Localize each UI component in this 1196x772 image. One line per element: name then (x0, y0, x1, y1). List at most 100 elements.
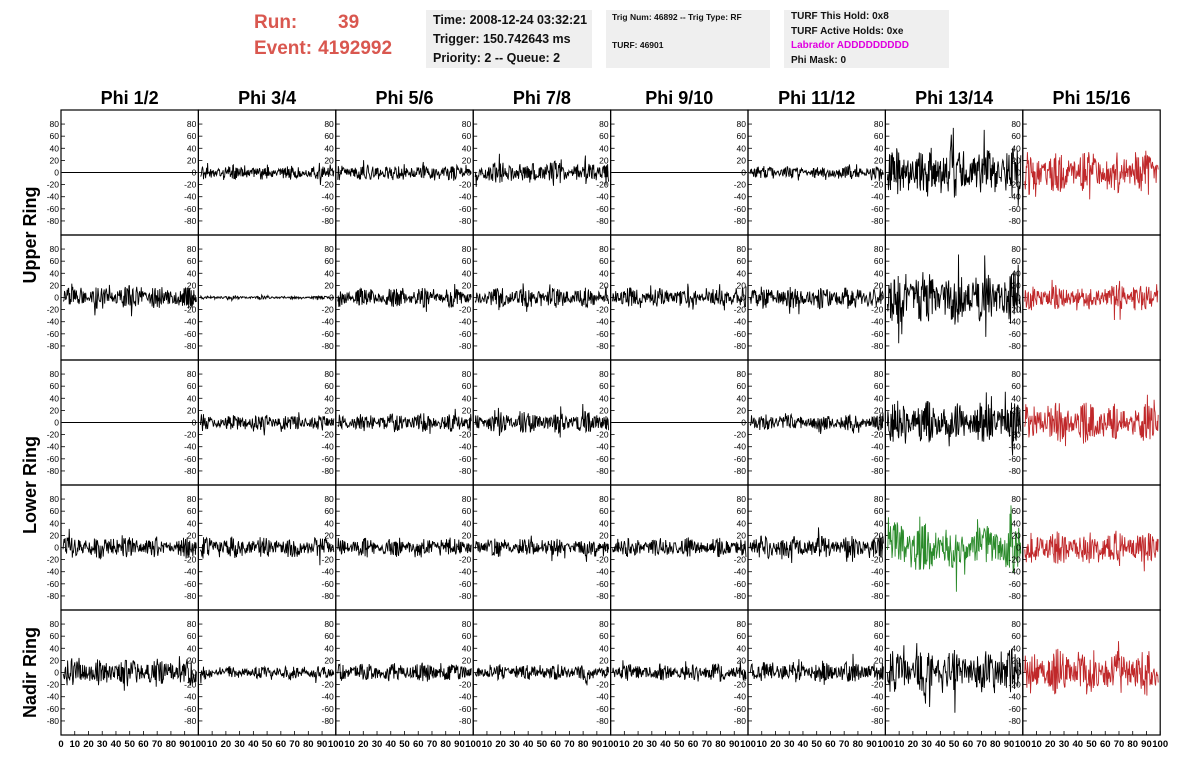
y-tick-label: -20 (734, 305, 747, 315)
y-tick-label: -60 (47, 204, 60, 214)
y-tick-label: 0 (466, 543, 471, 553)
y-tick-label: 40 (462, 518, 472, 528)
x-tick-label: 30 (921, 739, 932, 750)
y-tick-label: -20 (322, 180, 335, 190)
y-tick-label: -40 (734, 692, 747, 702)
waveform-trace (886, 643, 1022, 713)
x-tick-label: 40 (248, 739, 259, 750)
y-tick-label: -60 (871, 329, 884, 339)
y-tick-label: 20 (1011, 155, 1021, 165)
y-tick-label: 80 (324, 619, 334, 629)
y-tick-label: 40 (187, 143, 197, 153)
y-tick-label: 0 (879, 668, 884, 678)
y-tick-label: 80 (462, 619, 472, 629)
waveform-panel: 80 60 40 20 0 -20 -40 -60 -80 (47, 234, 199, 361)
y-tick-label: 20 (324, 530, 334, 540)
y-tick-label: -20 (459, 430, 472, 440)
waveform-trace (1024, 641, 1159, 696)
y-tick-label: -40 (184, 192, 197, 202)
waveform-trace (62, 283, 197, 317)
waveform-trace (62, 656, 197, 691)
waveform-panel: 80 60 40 20 0 -20 -40 -60 -80 (47, 109, 199, 236)
x-tick-label: 70 (152, 739, 163, 750)
waveform-panel: 80 60 40 20 0 -20 -40 -60 -80 (47, 609, 199, 736)
run-label: Run: (254, 12, 298, 33)
column-header: Phi 11/12 (778, 88, 855, 108)
y-tick-label: 40 (599, 518, 609, 528)
priority-text: Priority: 2 -- Queue: 2 (433, 51, 561, 65)
y-tick-label: 40 (50, 393, 60, 403)
x-tick-label: 10 (619, 739, 630, 750)
y-tick-label: -60 (459, 579, 472, 589)
y-tick-label: 20 (737, 155, 747, 165)
waveform-trace (1024, 279, 1159, 321)
y-tick-label: -40 (322, 317, 335, 327)
y-tick-label: 80 (599, 119, 609, 129)
y-tick-label: 20 (737, 405, 747, 415)
row-label: Upper Ring (20, 187, 40, 284)
y-tick-label: 0 (54, 543, 59, 553)
y-tick-label: 60 (462, 381, 472, 391)
y-tick-label: -20 (184, 180, 197, 190)
y-tick-label: -40 (47, 567, 60, 577)
y-tick-label: 60 (599, 381, 609, 391)
y-tick-label: -20 (322, 555, 335, 565)
y-tick-label: 20 (874, 655, 884, 665)
y-tick-label: -20 (1009, 180, 1022, 190)
y-tick-label: 20 (50, 530, 60, 540)
waveform-trace (474, 664, 610, 686)
y-tick-label: 0 (192, 293, 197, 303)
y-tick-label: 20 (462, 280, 472, 290)
y-tick-label: 20 (462, 405, 472, 415)
y-tick-label: 80 (187, 369, 197, 379)
y-tick-label: -80 (184, 716, 197, 726)
waveform-panel: 80 60 40 20 0 -20 -40 -60 -80 (734, 234, 886, 361)
y-tick-label: -80 (596, 341, 609, 351)
y-tick-label: 0 (466, 293, 471, 303)
waveform-trace (199, 412, 335, 436)
y-tick-label: -20 (596, 430, 609, 440)
y-tick-label: 20 (1011, 280, 1021, 290)
waveform-trace (474, 153, 610, 187)
y-tick-label: -80 (596, 716, 609, 726)
y-tick-label: 80 (599, 494, 609, 504)
waveform-trace (749, 527, 884, 564)
y-tick-label: -20 (184, 305, 197, 315)
x-tick-label: 80 (990, 739, 1001, 750)
run-value: 39 (338, 12, 360, 33)
y-tick-label: -20 (871, 555, 884, 565)
y-tick-label: 80 (462, 494, 472, 504)
y-tick-label: -80 (322, 591, 335, 601)
y-tick-label: -40 (1009, 692, 1022, 702)
y-tick-label: 40 (1011, 393, 1021, 403)
y-tick-label: -60 (734, 204, 747, 214)
waveform-panel: 80 60 40 20 0 -20 -40 -60 -80 (459, 234, 612, 361)
y-tick-label: -60 (322, 579, 335, 589)
y-tick-label: -40 (322, 692, 335, 702)
y-tick-label: -80 (322, 216, 335, 226)
x-tick-label: 20 (1045, 739, 1056, 750)
y-tick-label: -40 (871, 692, 884, 702)
y-tick-label: -40 (1009, 442, 1022, 452)
y-tick-label: 80 (50, 619, 60, 629)
x-tick-label: 70 (1114, 739, 1125, 750)
y-tick-label: -40 (459, 442, 472, 452)
y-tick-label: 0 (466, 668, 471, 678)
y-tick-label: 20 (324, 155, 334, 165)
y-tick-label: 0 (879, 168, 884, 178)
x-tick-label: 50 (949, 739, 960, 750)
y-tick-label: 20 (874, 530, 884, 540)
y-tick-label: 60 (50, 506, 60, 516)
y-tick-label: -20 (47, 180, 60, 190)
waveform-panel: 80 60 40 20 0 -20 -40 -60 -80 (459, 609, 612, 736)
y-tick-label: 20 (50, 155, 60, 165)
y-tick-label: -40 (871, 442, 884, 452)
x-tick-label: 10 (756, 739, 767, 750)
y-tick-label: 80 (874, 369, 884, 379)
row-label: Lower Ring (20, 436, 40, 534)
turf-num-text: TURF: 46901 (612, 40, 664, 50)
x-tick-label: 90 (1141, 739, 1152, 750)
y-tick-label: -80 (1009, 591, 1022, 601)
y-tick-label: -40 (47, 192, 60, 202)
